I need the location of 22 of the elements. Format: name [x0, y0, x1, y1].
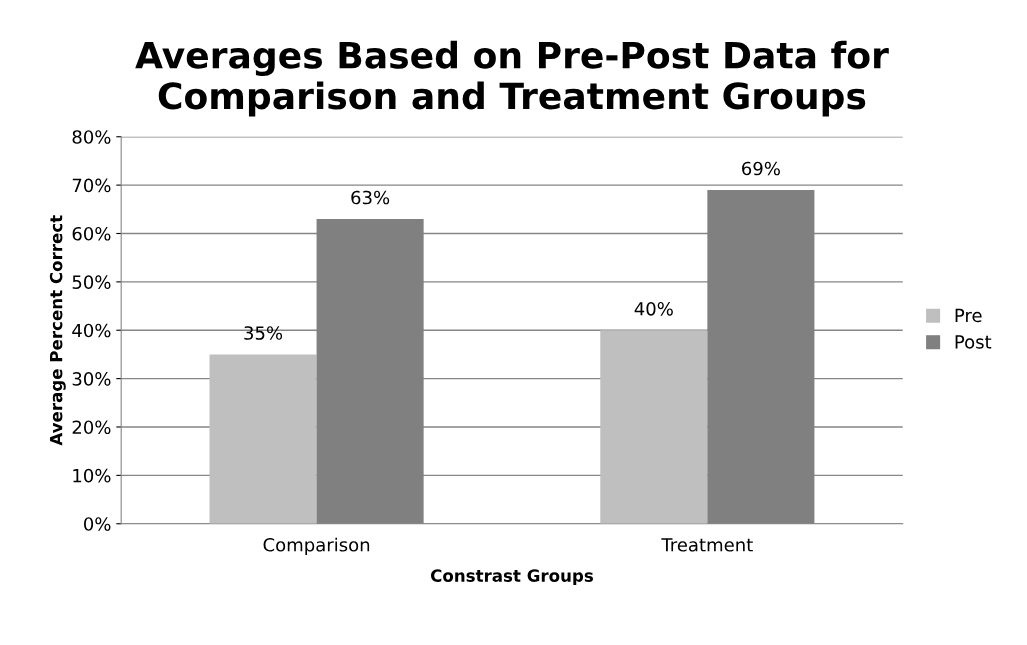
x-axis-title: Constrast Groups [430, 569, 593, 586]
data-label: 69% [742, 161, 780, 176]
data-label: 40% [634, 301, 673, 316]
y-tick-label: 40% [72, 323, 111, 338]
legend-label: Post [955, 335, 992, 349]
data-label: 35% [244, 326, 283, 340]
bar [209, 354, 317, 524]
x-tick-label: Treatment [661, 538, 753, 552]
y-tick-label: 80% [72, 130, 111, 144]
bar [600, 330, 708, 524]
y-tick-label: 60% [72, 226, 111, 241]
y-tick-label: 50% [72, 275, 111, 289]
y-tick-label: 10% [73, 468, 111, 483]
y-tick-label: 0% [84, 517, 111, 531]
y-tick-label: 70% [72, 178, 111, 193]
y-tick-label: 20% [72, 420, 111, 435]
y-tick-label: 30% [72, 372, 111, 386]
data-label: 63% [351, 190, 390, 205]
chart-title: Averages Based on Pre-Post Data for Comparison and Treatment Groups [135, 40, 889, 117]
y-axis-title: Average Percent Correct [49, 215, 66, 446]
x-tick-label: Comparison [263, 537, 370, 556]
legend-label: Pre [955, 308, 982, 323]
